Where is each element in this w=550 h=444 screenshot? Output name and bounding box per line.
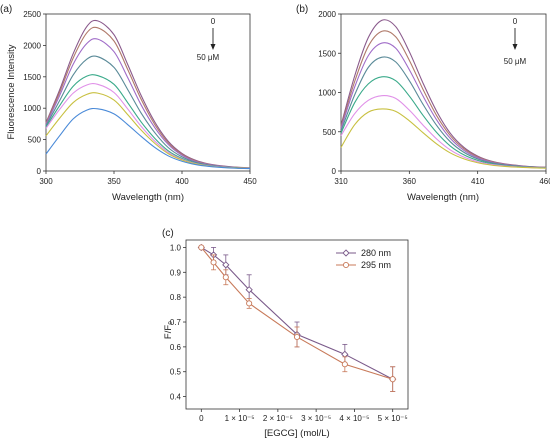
spectrum-curve	[45, 38, 251, 169]
data-point-circle	[389, 376, 396, 383]
y-tick-label: 2500	[23, 10, 41, 19]
spectrum-curve	[45, 19, 251, 169]
x-tick-label: 0	[199, 414, 204, 423]
panel-c-quenching: (c) 0 1 × 10⁻⁵ 2 × 10⁻⁵ 3 × 10⁻⁵ 4 × 10⁻⁵ 5 ×…	[162, 228, 409, 439]
y-tick-label: 1500	[318, 49, 336, 58]
y-tick-label: 2000	[318, 10, 336, 19]
y-tick-label: 500	[28, 136, 42, 145]
y-tick-label: 0.8	[170, 293, 182, 302]
x-tick-label: 300	[39, 177, 53, 186]
spectrum-curve	[340, 108, 547, 169]
spectrum-curve	[45, 74, 251, 169]
y-tick-label: 0	[37, 167, 42, 176]
panel-b-annotation-bottom: 50 μM	[504, 57, 527, 66]
panel-a-frame	[45, 13, 251, 172]
y-tick-label: 1000	[23, 104, 41, 113]
panel-c-series	[197, 243, 397, 393]
panel-a-annotation-top: 0	[211, 17, 216, 26]
panel-b-spectra: (b) 310 360 410 460 0 500 1000 1500 2000 Wavelen…	[296, 4, 550, 203]
panel-b-curves	[340, 19, 547, 169]
panel-b-label: (b)	[296, 4, 308, 15]
panel-a-label: (a)	[0, 4, 12, 15]
spectrum-curve	[340, 56, 547, 169]
data-point-circle	[341, 361, 348, 368]
x-tick-label: 1 × 10⁻⁵	[225, 414, 255, 423]
data-point-circle	[210, 259, 217, 266]
panel-c-legend: 280 nm 295 nm	[336, 248, 391, 270]
x-tick-label: 410	[471, 177, 485, 186]
data-point-circle	[198, 244, 205, 251]
x-tick-label: 3 × 10⁻⁵	[301, 414, 331, 423]
panel-c-xlabel: [EGCG] (mol/L)	[264, 428, 329, 439]
x-tick-label: 4 × 10⁻⁵	[339, 414, 369, 423]
y-tick-label: 2000	[23, 41, 41, 50]
x-tick-label: 450	[243, 177, 257, 186]
panel-c-label: (c)	[162, 228, 174, 239]
x-tick-label: 310	[334, 177, 348, 186]
legend-marker-circle	[342, 261, 350, 269]
x-tick-label: 2 × 10⁻⁵	[263, 414, 293, 423]
data-point-circle	[246, 300, 253, 307]
panel-b-annotation-top: 0	[513, 17, 518, 26]
x-tick-label: 460	[539, 177, 550, 186]
panel-a-arrowhead	[210, 44, 216, 50]
spectrum-curve	[45, 83, 251, 169]
data-point-circle	[293, 333, 301, 340]
panel-a-ticks: 300 350 400 450 0 500 1000 1500 2000 2500	[23, 10, 257, 186]
y-tick-label: 1.0	[170, 243, 182, 252]
panel-a-curves	[45, 19, 251, 170]
x-tick-label: 5 × 10⁻⁵	[378, 414, 408, 423]
y-tick-label: 0.4	[170, 393, 182, 402]
panel-a-ylabel: Fluorescence Intensity	[6, 44, 17, 139]
x-tick-label: 360	[403, 177, 417, 186]
panel-b-xlabel: Wavelength (nm)	[407, 192, 479, 203]
y-tick-label: 0.7	[170, 318, 182, 327]
spectrum-curve	[340, 95, 547, 169]
panel-b-ticks: 310 360 410 460 0 500 1000 1500 2000	[318, 10, 550, 186]
panel-b-arrowhead	[512, 44, 518, 50]
data-point-diamond	[245, 286, 253, 294]
x-tick-label: 400	[175, 177, 189, 186]
y-tick-label: 1000	[318, 89, 336, 98]
spectrum-curve	[45, 26, 251, 169]
legend-marker-diamond	[342, 249, 350, 257]
legend-label: 295 nm	[361, 260, 391, 270]
y-tick-label: 0	[332, 167, 337, 176]
y-tick-label: 0.9	[170, 268, 182, 277]
panel-a-annotation-bottom: 50 μM	[197, 53, 220, 62]
spectrum-curve	[45, 107, 251, 170]
panel-a-xlabel: Wavelength (nm)	[112, 192, 184, 203]
y-tick-label: 500	[323, 128, 337, 137]
y-tick-label: 0.5	[170, 368, 182, 377]
y-tick-label: 1500	[23, 73, 41, 82]
data-point-diamond	[222, 261, 230, 269]
panel-c-ylabel: F/F₀	[163, 321, 174, 339]
panel-c-ticks: 0 1 × 10⁻⁵ 2 × 10⁻⁵ 3 × 10⁻⁵ 4 × 10⁻⁵ 5 × 10⁻…	[170, 243, 408, 423]
x-tick-label: 350	[107, 177, 121, 186]
y-tick-label: 0.6	[170, 343, 182, 352]
data-point-circle	[222, 274, 229, 281]
panel-a-spectra: (a) 300 350 400 450 0 500 1000 1500 2000 2500 Wav…	[0, 4, 257, 203]
panel-c-frame	[185, 239, 409, 410]
legend-label: 280 nm	[361, 248, 391, 258]
